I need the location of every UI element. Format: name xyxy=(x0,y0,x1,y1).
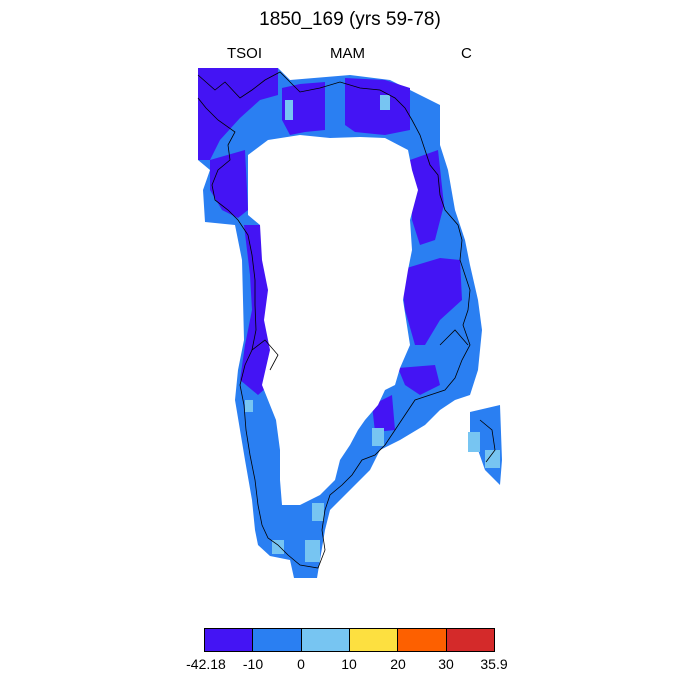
colorbar-label: -10 xyxy=(242,656,264,672)
colorbar-label: -42.18 xyxy=(186,656,226,672)
ice-sheet-interior xyxy=(248,135,418,505)
dark-blue-cells xyxy=(198,68,462,432)
colorbar-label: 35.9 xyxy=(480,656,508,672)
colorbar-swatch xyxy=(205,629,254,651)
map-title: 1850_169 (yrs 59-78) xyxy=(259,9,441,30)
colorbar-swatch xyxy=(446,629,494,651)
colorbar-swatch xyxy=(398,629,447,651)
colorbar-swatch xyxy=(349,629,399,651)
colorbar-label: 0 xyxy=(297,656,305,672)
right-island xyxy=(468,405,502,485)
colorbar-swatch xyxy=(301,629,350,651)
variable-label: TSOI xyxy=(227,45,263,62)
colorbar-swatch xyxy=(253,629,302,651)
season-label: MAM xyxy=(330,45,365,62)
colorbar xyxy=(204,628,495,652)
units-label: C xyxy=(461,45,472,62)
colorbar-label: 10 xyxy=(341,656,357,672)
colorbar-label: 20 xyxy=(390,656,406,672)
colorbar-label: 30 xyxy=(438,656,454,672)
light-blue-cells xyxy=(245,95,390,562)
coastline xyxy=(197,71,496,569)
